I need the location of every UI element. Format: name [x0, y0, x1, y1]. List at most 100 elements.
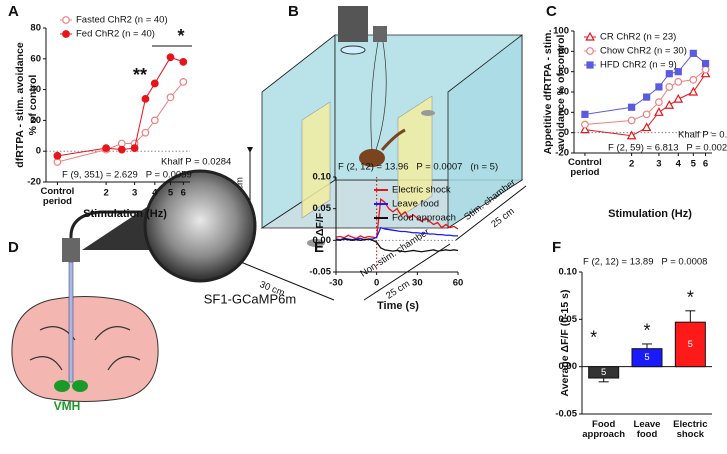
x-tick-label: 2: [629, 159, 634, 170]
y-axis-label: Appetitive dfRTPA - stim.: [542, 30, 554, 155]
marker: [654, 107, 664, 116]
marker: [586, 47, 594, 55]
panel-label: D: [8, 239, 19, 256]
marker: [655, 83, 663, 91]
significance: *: [687, 288, 694, 308]
annotation: Khalf P = 0.0474: [678, 130, 727, 141]
y-tick-label: 60: [30, 53, 41, 64]
x-tick-label: Control period: [40, 187, 75, 207]
significance: *: [643, 321, 650, 341]
divider: [301, 101, 331, 219]
panel-label: B: [288, 3, 299, 20]
legend-label: Food approach: [392, 213, 456, 224]
marker: [141, 94, 150, 103]
marker: [626, 130, 637, 140]
y-tick-label: -0.05: [309, 267, 331, 278]
x-tick-label: 60: [453, 278, 464, 289]
x-tick-label: Food approach: [582, 420, 626, 440]
marker: [62, 30, 70, 38]
mouse: [359, 149, 385, 167]
x-axis-label: Stimulation (Hz): [608, 208, 692, 220]
marker: [642, 110, 651, 119]
x-tick-label: Electric shock: [673, 420, 707, 440]
significance: **: [133, 65, 147, 85]
marker: [62, 16, 70, 24]
y-tick-label: -20: [27, 177, 41, 188]
y-tick-label: 0.10: [313, 172, 332, 183]
y-tick-label: 0: [564, 127, 569, 138]
y-tick-label: 20: [558, 107, 569, 118]
significance: *: [177, 26, 184, 46]
marker: [141, 128, 150, 137]
x-axis-label: Time (s): [377, 300, 419, 312]
x-tick-label: Control period: [40, 187, 75, 207]
significance: *: [590, 327, 597, 347]
marker: [688, 86, 699, 96]
x-tick-label: 30: [412, 278, 423, 289]
y-axis-label: dfRTPA - stim. avoidance: [14, 42, 26, 168]
marker: [130, 144, 139, 153]
mouse-tail: [380, 128, 406, 151]
marker: [641, 122, 652, 132]
x-tick-label: 3: [132, 188, 137, 199]
marker: [580, 124, 590, 134]
marker: [655, 98, 663, 107]
x-tick-label: 4: [676, 159, 682, 170]
marker: [117, 145, 126, 154]
divider: [397, 95, 433, 219]
y-axis-label: avoidance % of control: [555, 34, 567, 149]
x-tick-label: Food approach: [582, 420, 626, 440]
legend-label: HFD ChR2 (n = 9): [600, 60, 677, 71]
x-axis-label: Stimulation (Hz): [83, 208, 167, 220]
brain-structure: [29, 326, 141, 371]
legend-label: Electric shock: [392, 185, 451, 196]
marker: [53, 151, 62, 160]
chamber-diagram: 30 cm 30 cm 25 cm 25 cm Non-stim. chambe…: [225, 6, 527, 302]
marker: [581, 120, 589, 129]
marker: [701, 59, 710, 68]
marker: [701, 65, 710, 74]
x-tick-label: Control period: [568, 158, 602, 178]
y-tick-label: -20: [555, 148, 569, 159]
panel-label: C: [546, 3, 557, 20]
x-tick-label: 6: [181, 188, 186, 199]
x-tick-label: 5: [168, 188, 174, 199]
legend-label: Chow ChR2 (n = 30): [600, 46, 687, 57]
legend-label: Fed ChR2 (n = 40): [76, 29, 155, 40]
marker: [166, 53, 175, 62]
marker: [664, 99, 675, 109]
bar-label: 5: [688, 339, 693, 350]
y-tick-label: 100: [553, 26, 569, 37]
right-wall: [447, 34, 523, 229]
panel-label: A: [8, 3, 19, 20]
marker: [166, 93, 175, 102]
x-tick-label: 2: [103, 188, 108, 199]
x-tick-label: 5: [691, 159, 697, 170]
camera: [62, 238, 80, 262]
region-label: VMH: [54, 399, 81, 413]
marker: [628, 103, 636, 111]
y-tick-label: 0: [36, 146, 41, 157]
chart-title: F (2, 12) = 13.96 P = 0.0007 (n = 5): [338, 162, 498, 173]
marker: [586, 61, 594, 69]
dim-label: 25 cm: [384, 278, 412, 301]
y-tick-label: -0.05: [555, 409, 577, 420]
chart-title: F (2, 12) = 13.89 P = 0.0008: [583, 257, 707, 268]
fiber: [68, 261, 74, 383]
x-tick-label: 3: [656, 159, 661, 170]
marker: [627, 116, 636, 125]
connector: [82, 205, 160, 250]
marker: [674, 68, 682, 76]
marker: [665, 83, 674, 91]
panel-label: F: [552, 239, 561, 256]
y-tick-label: 0.00: [313, 235, 332, 246]
marker: [179, 57, 188, 66]
marker: [689, 49, 697, 57]
bar-label: 5: [644, 352, 649, 363]
annotation: Khalf P = 0.0284: [161, 157, 231, 168]
x-tick-label: 4: [152, 188, 158, 199]
y-tick-label: 20: [30, 115, 41, 126]
legend-label: CR ChR2 (n = 23): [600, 32, 676, 43]
annotation: F (9, 351) = 2.629 P = 0.0059: [62, 170, 192, 181]
x-tick-label: Control period: [568, 158, 602, 178]
